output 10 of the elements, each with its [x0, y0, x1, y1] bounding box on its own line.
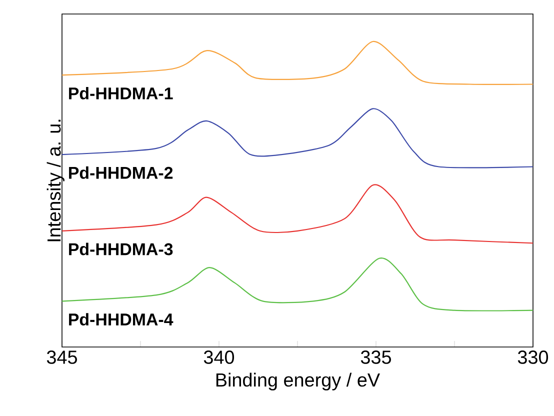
x-tick-label: 345	[46, 350, 77, 364]
series-label: Pd-HHDMA-2	[69, 166, 173, 179]
x-tick-label: 330	[518, 350, 548, 364]
y-axis-title: Intensity / a. u.	[46, 120, 64, 242]
series-label: Pd-HHDMA-4	[69, 313, 174, 326]
series-label: Pd-HHDMA-3	[69, 242, 173, 256]
x-axis-title: Binding energy / eV	[216, 372, 380, 390]
x-tick-label: 340	[204, 350, 234, 364]
x-tick-label: 335	[360, 350, 391, 364]
series-label: Pd-HHDMA-1	[69, 86, 173, 100]
